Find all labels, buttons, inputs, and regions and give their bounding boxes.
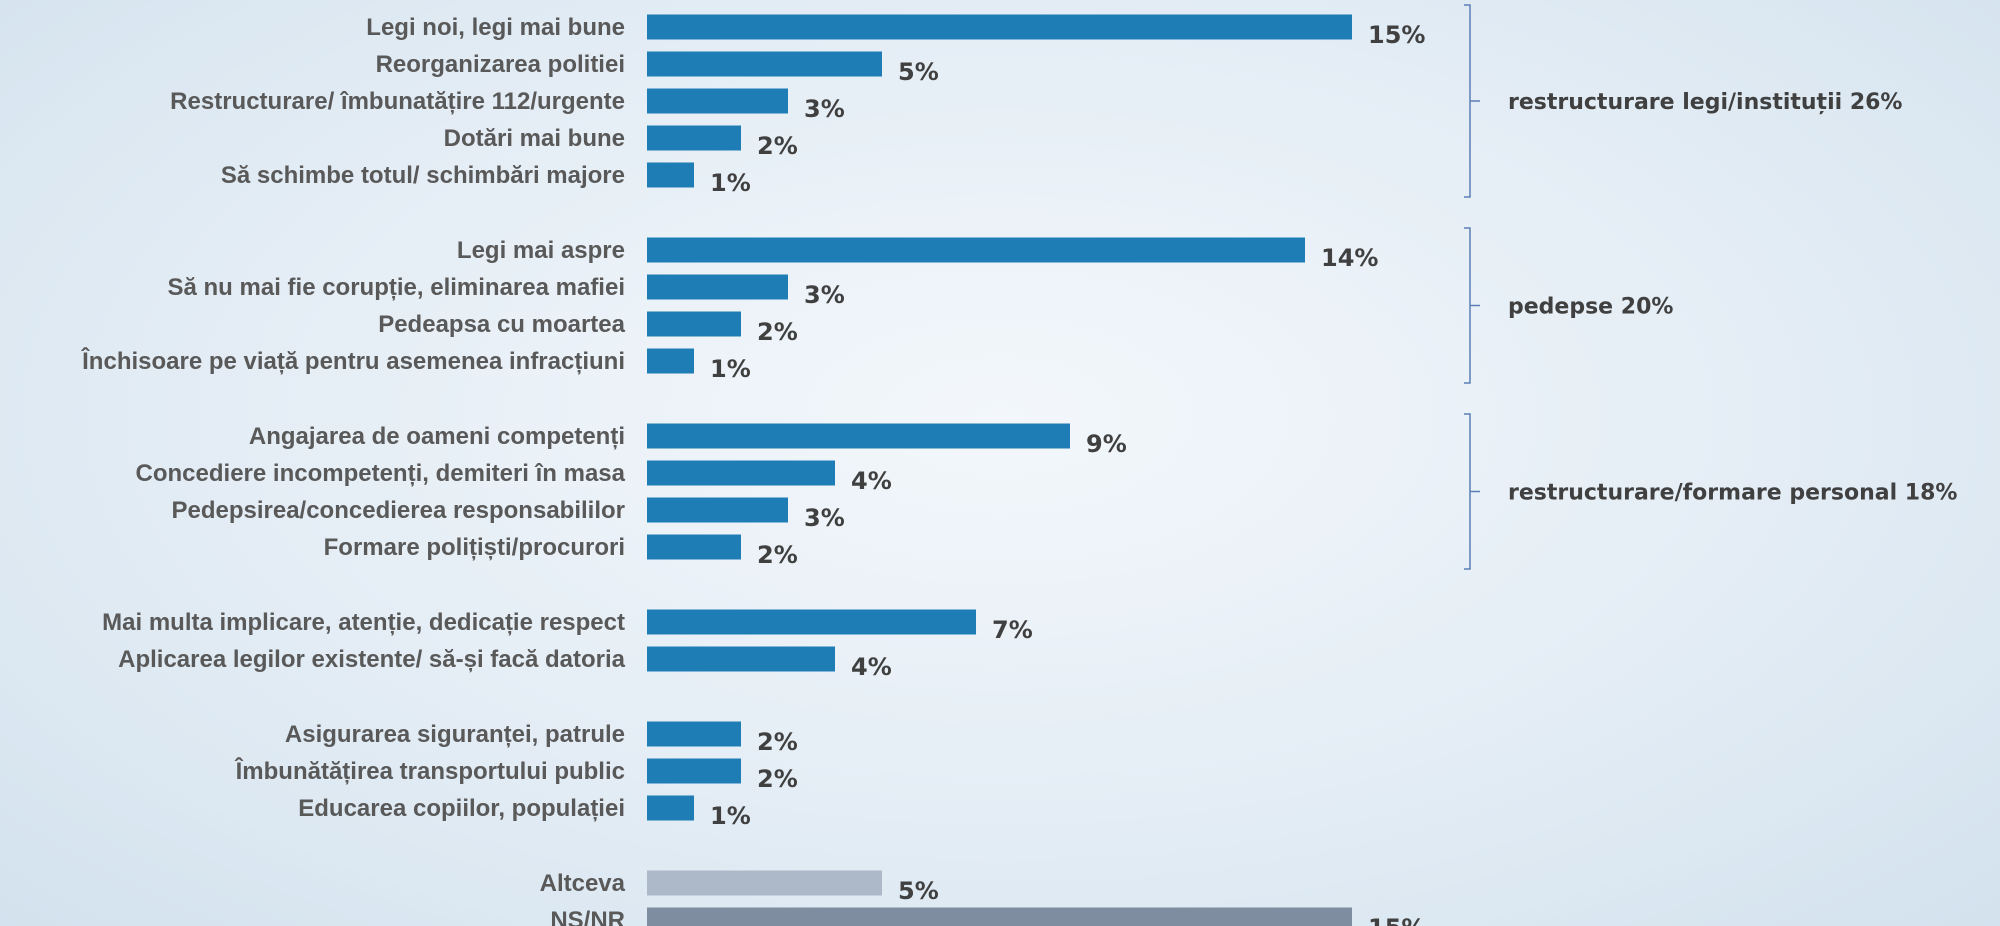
category-label: Dotări mai bune: [444, 125, 625, 152]
bar: [647, 460, 835, 486]
category-label: NS/NR: [550, 907, 625, 926]
bar: [647, 51, 882, 77]
category-label: Mai multa implicare, atenție, dedicație …: [102, 609, 625, 636]
bar: [647, 423, 1070, 449]
category-label: Legi mai aspre: [457, 237, 625, 264]
value-label: 7%: [992, 616, 1033, 644]
category-label: Să nu mai fie corupție, eliminarea mafie…: [168, 274, 626, 301]
group-label: pedepse 20%: [1508, 295, 1673, 320]
category-label: Formare polițiști/procurori: [324, 534, 625, 561]
category-label: Restructurare/ îmbunatățire 112/urgente: [170, 88, 625, 115]
group-bracket: [1464, 227, 1480, 384]
category-label: Altceva: [540, 870, 626, 897]
category-label: Asigurarea siguranței, patrule: [285, 721, 625, 748]
category-label: Legi noi, legi mai bune: [366, 14, 625, 41]
value-label: 2%: [757, 765, 798, 793]
value-label: 2%: [757, 318, 798, 346]
value-label: 4%: [851, 653, 892, 681]
bar: [647, 237, 1305, 263]
bar: [647, 609, 976, 635]
category-label: Să schimbe totul/ schimbări majore: [221, 162, 625, 189]
bar: [647, 646, 835, 672]
value-label: 4%: [851, 467, 892, 495]
bar: [647, 721, 741, 747]
group-label: restructurare legi/instituții 26%: [1508, 90, 1902, 115]
group-bracket: [1464, 413, 1480, 570]
value-label: 2%: [757, 541, 798, 569]
bar: [647, 534, 741, 560]
value-label: 3%: [804, 281, 845, 309]
category-label: Îmbunătățirea transportului public: [235, 757, 625, 785]
value-label: 5%: [898, 877, 939, 905]
bar: [647, 274, 788, 300]
value-label: 14%: [1321, 244, 1378, 272]
bar: [647, 162, 694, 188]
bar: [647, 88, 788, 114]
bar: [647, 497, 788, 523]
value-label: 15%: [1368, 21, 1425, 49]
category-label: Reorganizarea politiei: [376, 51, 625, 78]
value-label: 2%: [757, 132, 798, 160]
value-label: 5%: [898, 58, 939, 86]
category-label: Pedeapsa cu moartea: [378, 311, 625, 338]
value-label: 1%: [710, 355, 751, 383]
category-label: Aplicarea legilor existente/ să-și facă …: [118, 646, 626, 673]
category-label: Angajarea de oameni competenți: [249, 423, 625, 450]
bar: [647, 311, 741, 337]
category-label: Educarea copiilor, populației: [298, 795, 625, 822]
value-label: 3%: [804, 504, 845, 532]
value-label: 9%: [1086, 430, 1127, 458]
bar: [647, 125, 741, 151]
group-bracket: [1464, 4, 1480, 198]
category-label: Închisoare pe viață pentru asemenea infr…: [81, 347, 625, 375]
value-label: 2%: [757, 728, 798, 756]
bar: [647, 870, 882, 896]
bar: [647, 795, 694, 821]
group-label: restructurare/formare personal 18%: [1508, 481, 1957, 506]
bar: [647, 14, 1352, 40]
value-label: 1%: [710, 169, 751, 197]
value-label: 15%: [1368, 914, 1425, 926]
value-label: 3%: [804, 95, 845, 123]
bar: [647, 348, 694, 374]
category-label: Concediere incompetenți, demiteri în mas…: [136, 460, 626, 487]
bar: [647, 907, 1352, 926]
value-label: 1%: [710, 802, 751, 830]
bar: [647, 758, 741, 784]
category-label: Pedepsirea/concedierea responsabililor: [171, 497, 625, 524]
